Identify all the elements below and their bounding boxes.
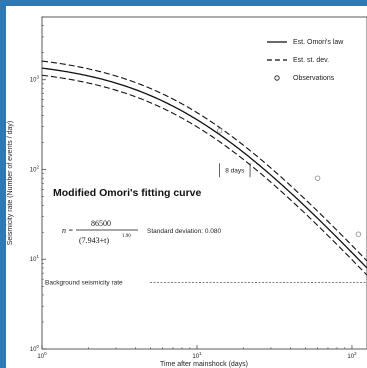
interval-label: 8 days (225, 167, 245, 174)
observation-point (216, 128, 223, 134)
omori-curve (41, 67, 367, 269)
y-tick-label: 101 (30, 254, 40, 263)
y-tick-label: 103 (30, 75, 40, 84)
stdev-upper-curve (41, 60, 367, 262)
x-axis-label: Time after mainshock (days) (160, 361, 248, 368)
legend: Est. Omori's law Est. st. dev. Observati… (267, 39, 344, 82)
equation-exponent: 1.90 (122, 234, 131, 239)
plot-area (41, 16, 367, 350)
background-rate-label: Background seismicity rate (45, 280, 123, 287)
chart-title: Modified Omori's fitting curve (53, 187, 201, 199)
legend-label-stdev: Est. st. dev. (293, 57, 329, 64)
equation-numerator: 86500 (91, 219, 111, 228)
legend-label-omori: Est. Omori's law (293, 39, 344, 46)
x-tick-label: 101 (192, 351, 202, 360)
equation-denominator: (7.943+t) (79, 236, 109, 245)
observation-point (314, 175, 321, 181)
stdev-lower-curve (41, 74, 367, 276)
y-tick-label: 102 (30, 164, 40, 173)
std-dev-text: Standard deviation: 0.080 (147, 228, 221, 235)
legend-label-observations: Observations (293, 75, 335, 82)
x-tick-label: 102 (347, 351, 357, 360)
y-tick-label: 100 (30, 344, 40, 353)
x-tick-label: 100 (37, 351, 47, 360)
equation-lhs: n = (62, 226, 73, 235)
equation: n = 86500 (7.943+t) 1.90 (62, 219, 138, 245)
observation-point (355, 231, 362, 237)
y-axis-label: Seismicity rate (Number of events / day) (7, 121, 14, 246)
legend-swatch-observations (274, 75, 280, 81)
